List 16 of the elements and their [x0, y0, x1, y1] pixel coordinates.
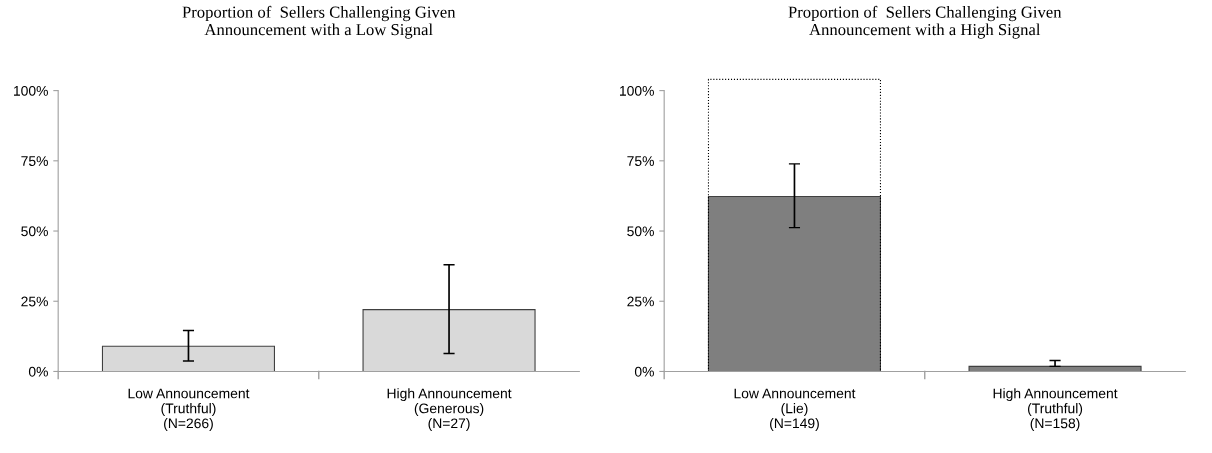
y-tick-label: 0%: [634, 366, 654, 377]
y-tick-label: 50%: [627, 226, 654, 237]
x-tick-label: High Announcement (Truthful) (N=158): [993, 388, 1118, 431]
y-tick-label: 100%: [13, 85, 48, 96]
chart-title: Proportion of Sellers Challenging Given Announcement with a High Signal: [788, 5, 1062, 39]
y-tick-label: 75%: [21, 156, 48, 166]
y-tick-label: 25%: [627, 296, 654, 307]
chart-title: Proportion of Sellers Challenging Given Announcement with a Low Signal: [182, 5, 456, 39]
y-tick-label: 75%: [627, 156, 654, 166]
x-tick-label: Low Announcement (Truthful) (N=266): [128, 388, 250, 431]
y-tick-label: 50%: [21, 226, 48, 237]
x-tick-label: High Announcement (Generous) (N=27): [387, 388, 512, 431]
x-tick-label: Low Announcement (Lie) (N=149): [734, 388, 856, 431]
y-tick-label: 100%: [619, 85, 654, 96]
y-tick-label: 0%: [28, 366, 48, 377]
y-tick-label: 25%: [21, 296, 48, 307]
